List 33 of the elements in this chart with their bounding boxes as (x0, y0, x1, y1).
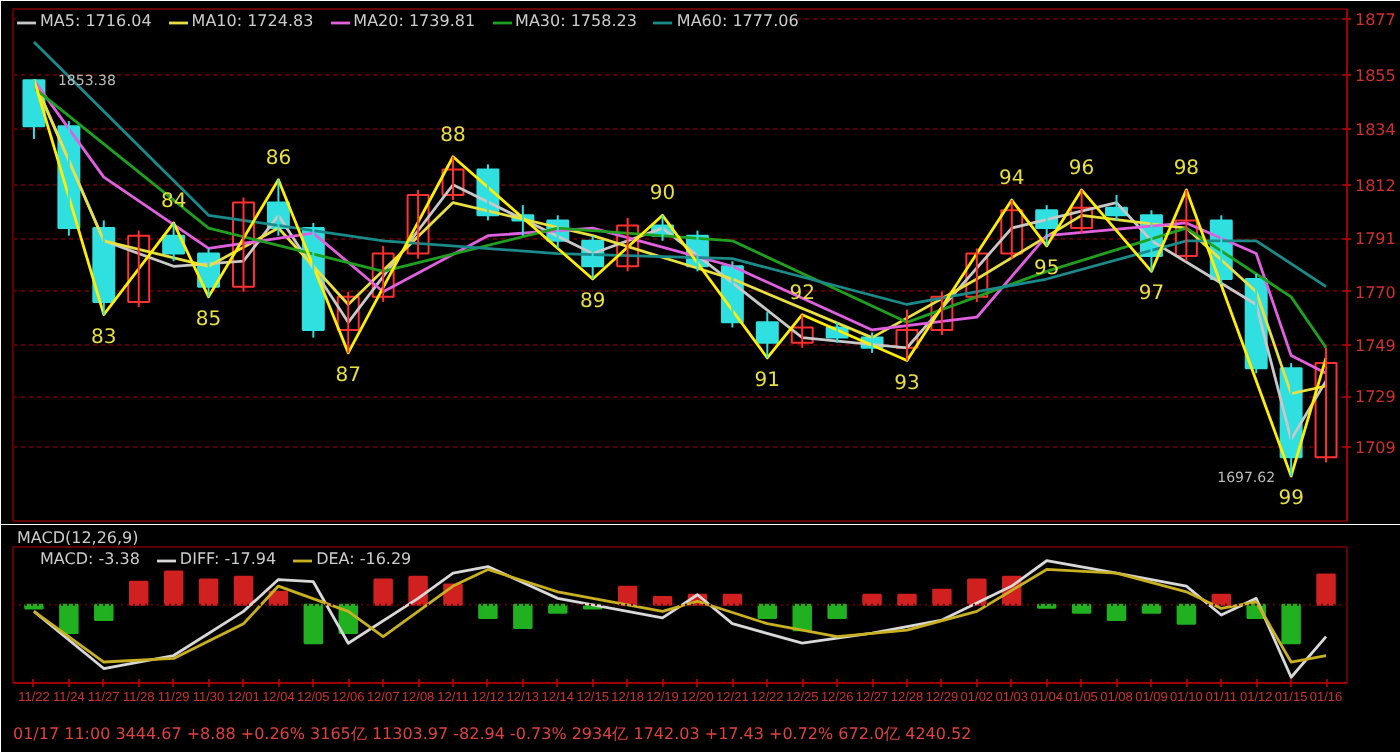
legend-label: MA60: 1777.06 (676, 12, 799, 30)
legend-label: MA10: 1724.83 (191, 12, 314, 30)
text: 01/17 11:00 3444.67 +8.88 +0.26% 3165亿 11303.97 -82.94 -0.73% 2934亿 1742.03 +17.43 +0.72% 672.0亿 4240.52 (13, 725, 972, 743)
y-tick-label: 1834 (1355, 120, 1396, 139)
annotation: 88 (440, 124, 466, 147)
annotation: 83 (91, 326, 117, 349)
y-tick-label: 1812 (1355, 176, 1396, 195)
annotation: 90 (649, 183, 676, 206)
annotation: 86 (265, 147, 292, 170)
y-tick-label: 1855 (1355, 67, 1396, 86)
annotation: 98 (1173, 157, 1200, 180)
annotation: 87 (335, 364, 361, 387)
y-tick-label: 1791 (1355, 230, 1396, 249)
y-tick-label: 1729 (1355, 388, 1396, 407)
annotation: 99 (1278, 488, 1304, 511)
annotation: 93 (894, 372, 920, 395)
y-tick-label: 1770 (1355, 283, 1396, 302)
series-label: MACD: -3.38 (40, 550, 140, 568)
chart-title: MACD(12,26,9) (17, 529, 139, 547)
legend-label: DIFF: -17.94 (179, 550, 277, 568)
annotation: 96 (1068, 157, 1095, 180)
y-tick-label: 1709 (1355, 439, 1396, 458)
y-tick-label: 1749 (1355, 337, 1396, 356)
y-tick-label: 1877 (1355, 11, 1396, 30)
legend-label: MA5: 1716.04 (40, 12, 152, 30)
annotation: 91 (754, 369, 781, 392)
annotation: 97 (1138, 283, 1165, 306)
annotation: 89 (579, 291, 606, 314)
legend-label: DEA: -16.29 (316, 550, 412, 568)
annotation: 94 (999, 168, 1025, 191)
annotation: 85 (195, 308, 222, 331)
legend-label: MA20: 1739.81 (353, 12, 476, 30)
legend-label: MA30: 1758.23 (515, 12, 637, 30)
